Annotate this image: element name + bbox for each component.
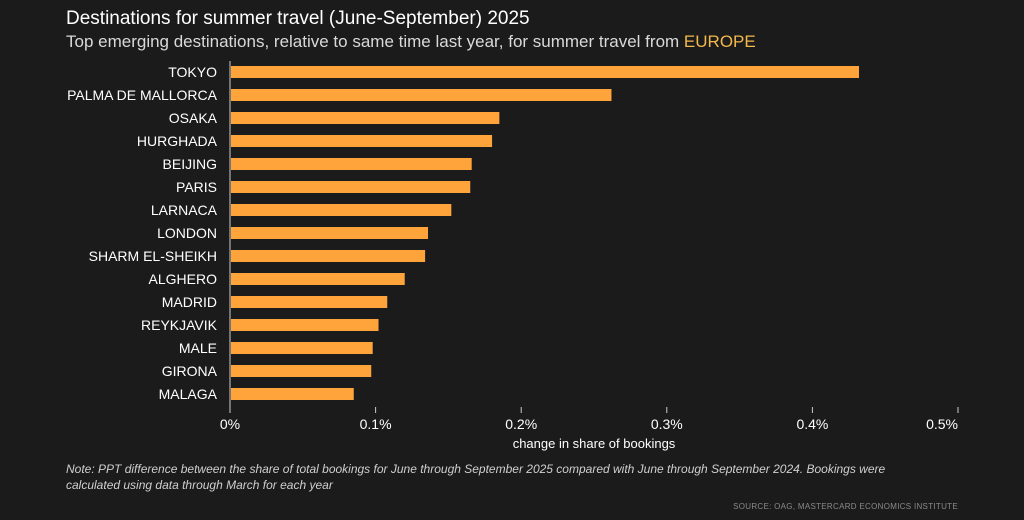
bar-sharm-el-sheikh: [231, 250, 426, 262]
category-label: PALMA DE MALLORCA: [67, 87, 218, 103]
x-tick-label: 0%: [220, 416, 240, 432]
category-label: MALE: [179, 340, 217, 356]
x-axis-label: change in share of bookings: [513, 436, 676, 451]
chart-note: Note: PPT difference between the share o…: [66, 462, 886, 492]
chart-title: Destinations for summer travel (June-Sep…: [66, 8, 530, 29]
bar-london: [231, 227, 429, 239]
bar-malaga: [231, 388, 354, 400]
subtitle-region: EUROPE: [683, 32, 756, 51]
bar-palma-de-mallorca: [231, 89, 612, 101]
category-label: GIRONA: [162, 363, 218, 379]
bar-tokyo: [231, 66, 859, 78]
bar-male: [231, 342, 373, 354]
chart-subtitle: Top emerging destinations, relative to s…: [66, 32, 756, 52]
category-label: OSAKA: [169, 110, 218, 126]
category-label: MALAGA: [159, 386, 218, 402]
category-label: HURGHADA: [137, 133, 218, 149]
bar-osaka: [231, 112, 500, 124]
bar-reykjavik: [231, 319, 379, 331]
category-label: SHARM EL-SHEIKH: [89, 248, 217, 264]
x-tick-label: 0.5%: [926, 416, 958, 432]
category-label: LARNACA: [151, 202, 218, 218]
category-label: LONDON: [157, 225, 217, 241]
subtitle-text: Top emerging destinations, relative to s…: [66, 32, 684, 51]
bar-girona: [231, 365, 372, 377]
category-label: REYKJAVIK: [141, 317, 218, 333]
category-label: PARIS: [176, 179, 217, 195]
x-tick-label: 0.1%: [360, 416, 392, 432]
x-tick-label: 0.4%: [796, 416, 828, 432]
category-label: BEIJING: [163, 156, 217, 172]
bar-hurghada: [231, 135, 493, 147]
bar-chart: TOKYO PALMA DE MALLORCA OSAKA HURGHADA BEIJI…: [67, 61, 959, 451]
category-label: ALGHERO: [149, 271, 218, 287]
bar-larnaca: [231, 204, 452, 216]
category-label: TOKYO: [168, 64, 217, 80]
x-tick-label: 0.3%: [651, 416, 683, 432]
x-tick-label: 0.2%: [505, 416, 537, 432]
bar-madrid: [231, 296, 388, 308]
bar-paris: [231, 181, 471, 193]
bar-alghero: [231, 273, 405, 285]
chart-source: SOURCE: OAG, MASTERCARD ECONOMICS INSTIT…: [733, 502, 958, 511]
bar-beijing: [231, 158, 472, 170]
category-label: MADRID: [162, 294, 217, 310]
